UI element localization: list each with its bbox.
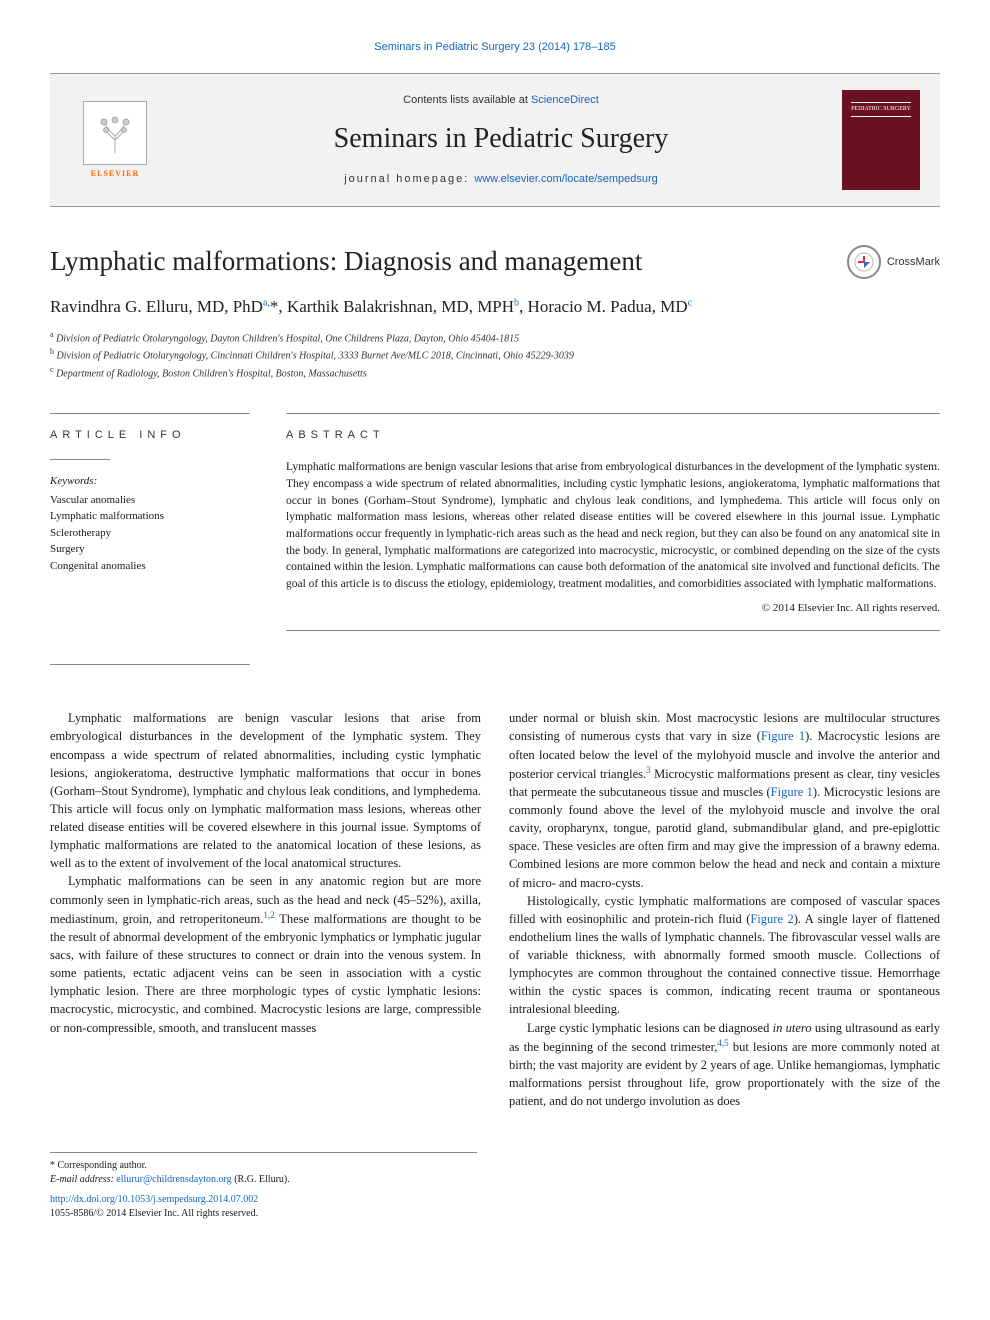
body-paragraph: Lymphatic malformations are benign vascu… — [50, 709, 481, 872]
keywords-label: Keywords: — [50, 474, 250, 489]
elsevier-tree-icon — [83, 101, 147, 165]
affiliations: a Division of Pediatric Otolaryngology, … — [50, 329, 940, 381]
cover-title: PEDIATRIC SURGERY — [851, 102, 911, 116]
abstract-text: Lymphatic malformations are benign vascu… — [286, 459, 940, 592]
email-suffix: (R.G. Elluru). — [232, 1174, 290, 1185]
body-paragraph: Histologically, cystic lymphatic malform… — [509, 892, 940, 1019]
elsevier-logo: ELSEVIER — [70, 90, 160, 190]
elsevier-label: ELSEVIER — [91, 168, 139, 179]
corresponding-author: * Corresponding author. — [50, 1159, 477, 1173]
homepage-line: journal homepage: www.elsevier.com/locat… — [180, 172, 822, 187]
ref-link[interactable]: 4,5 — [717, 1038, 728, 1048]
contents-prefix: Contents lists available at — [403, 94, 531, 106]
body-text: ). Microcystic lesions are commonly foun… — [509, 785, 940, 890]
body-paragraph: Large cystic lymphatic lesions can be di… — [509, 1019, 940, 1111]
contents-line: Contents lists available at ScienceDirec… — [180, 93, 822, 108]
body-paragraph: Lymphatic malformations can be seen in a… — [50, 872, 481, 1036]
sciencedirect-link[interactable]: ScienceDirect — [531, 94, 599, 106]
article-header: CrossMark Lymphatic malformations: Diagn… — [50, 243, 940, 381]
email-line: E-mail address: ellurur@childrensdayton.… — [50, 1173, 477, 1187]
article-info-heading: ARTICLE INFO — [50, 428, 250, 443]
journal-name: Seminars in Pediatric Surgery — [180, 119, 822, 158]
body-text: ). A single layer of flattened endotheli… — [509, 912, 940, 1017]
doi-line: http://dx.doi.org/10.1053/j.sempedsurg.2… — [50, 1193, 477, 1207]
body-paragraph: under normal or bluish skin. Most macroc… — [509, 709, 940, 891]
issn-copyright: 1055-8586/© 2014 Elsevier Inc. All right… — [50, 1207, 477, 1221]
email-label: E-mail address: — [50, 1174, 116, 1185]
running-head: Seminars in Pediatric Surgery 23 (2014) … — [50, 40, 940, 55]
homepage-link[interactable]: www.elsevier.com/locate/sempedsurg — [474, 173, 657, 185]
crossmark-label: CrossMark — [887, 255, 940, 270]
abstract-heading: ABSTRACT — [286, 428, 940, 443]
figure-link[interactable]: Figure 1 — [771, 785, 813, 799]
email-link[interactable]: ellurur@childrensdayton.org — [116, 1174, 231, 1185]
crossmark-icon — [847, 245, 881, 279]
doi-link[interactable]: http://dx.doi.org/10.1053/j.sempedsurg.2… — [50, 1194, 258, 1205]
journal-cover-thumb: PEDIATRIC SURGERY — [842, 90, 920, 190]
homepage-label: journal homepage: — [344, 173, 474, 185]
body-col-left: Lymphatic malformations are benign vascu… — [50, 709, 481, 1110]
keywords-list: Vascular anomaliesLymphatic malformation… — [50, 492, 250, 575]
masthead-center: Contents lists available at ScienceDirec… — [180, 93, 822, 187]
figure-link[interactable]: Figure 1 — [761, 729, 805, 743]
crossmark-widget[interactable]: CrossMark — [847, 245, 940, 279]
abstract: ABSTRACT Lymphatic malformations are ben… — [286, 399, 940, 679]
masthead: ELSEVIER Contents lists available at Sci… — [50, 73, 940, 207]
info-abstract-row: ARTICLE INFO Keywords: Vascular anomalie… — [50, 399, 940, 679]
figure-link[interactable]: Figure 2 — [750, 912, 793, 926]
article-title: Lymphatic malformations: Diagnosis and m… — [50, 243, 940, 281]
ref-link[interactable]: 1,2 — [263, 910, 274, 920]
body-text-italic: in utero — [773, 1021, 812, 1035]
footnotes: * Corresponding author. E-mail address: … — [50, 1152, 477, 1221]
body-columns: Lymphatic malformations are benign vascu… — [50, 709, 940, 1110]
body-text: These malformations are thought to be th… — [50, 912, 481, 1035]
author-list: Ravindhra G. Elluru, MD, PhDa,*, Karthik… — [50, 295, 940, 319]
body-col-right: under normal or bluish skin. Most macroc… — [509, 709, 940, 1110]
article-info: ARTICLE INFO Keywords: Vascular anomalie… — [50, 399, 250, 679]
body-text: Large cystic lymphatic lesions can be di… — [527, 1021, 773, 1035]
abstract-copyright: © 2014 Elsevier Inc. All rights reserved… — [286, 601, 940, 616]
